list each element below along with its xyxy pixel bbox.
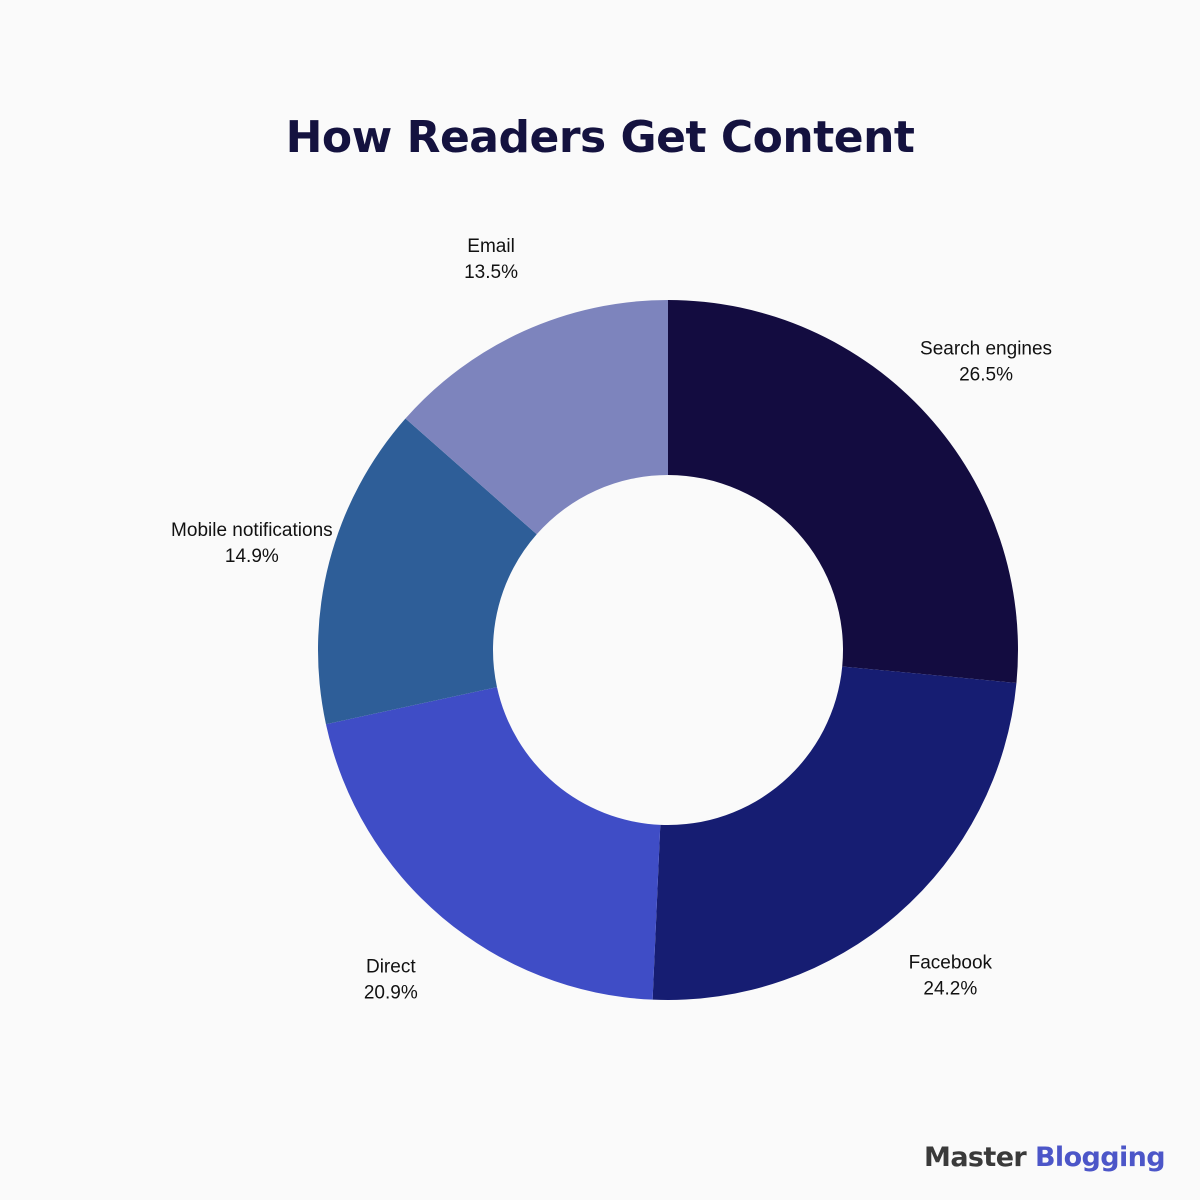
- brand-logo: Master Blogging: [924, 1142, 1166, 1173]
- donut-labels: Search engines 26.5% Facebook 24.2% Direct 20…: [171, 236, 1052, 1004]
- slice-label-mobile-notifications: Mobile notifications 14.9%: [171, 520, 333, 567]
- slice-label-email: Email 13.5%: [464, 236, 518, 283]
- slice-mobile-notifications: [318, 418, 537, 725]
- chart-title: How Readers Get Content: [285, 112, 915, 163]
- slice-label-name: Facebook: [909, 952, 993, 973]
- slice-facebook: [652, 666, 1017, 1001]
- slice-label-value: 26.5%: [959, 365, 1013, 386]
- slice-label-facebook: Facebook 24.2%: [909, 952, 993, 999]
- slice-search-engines: [668, 300, 1019, 683]
- slice-label-name: Email: [467, 236, 515, 257]
- slice-email: [405, 300, 668, 535]
- slice-label-name: Mobile notifications: [171, 520, 333, 541]
- slice-label-direct: Direct 20.9%: [364, 957, 418, 1004]
- brand-logo-part-1: Master: [924, 1142, 1027, 1173]
- slice-label-value: 14.9%: [225, 546, 279, 567]
- slice-direct: [325, 687, 661, 1000]
- donut-slices: [318, 300, 1019, 1001]
- slice-label-value: 13.5%: [464, 262, 518, 283]
- slice-label-search-engines: Search engines 26.5%: [920, 339, 1052, 386]
- slice-label-name: Search engines: [920, 339, 1052, 360]
- slice-label-value: 20.9%: [364, 983, 418, 1004]
- brand-logo-part-2: Blogging: [1034, 1142, 1166, 1173]
- slice-label-value: 24.2%: [923, 978, 977, 999]
- slice-label-name: Direct: [366, 957, 416, 978]
